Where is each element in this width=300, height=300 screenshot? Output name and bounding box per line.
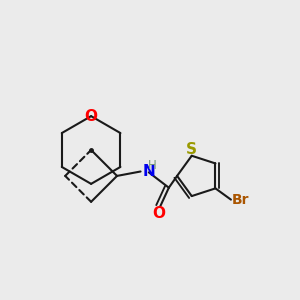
Text: N: N (143, 164, 156, 179)
Text: Br: Br (232, 193, 249, 207)
Text: O: O (152, 206, 165, 221)
Text: O: O (85, 109, 98, 124)
Text: H: H (148, 159, 157, 172)
Text: S: S (186, 142, 197, 158)
